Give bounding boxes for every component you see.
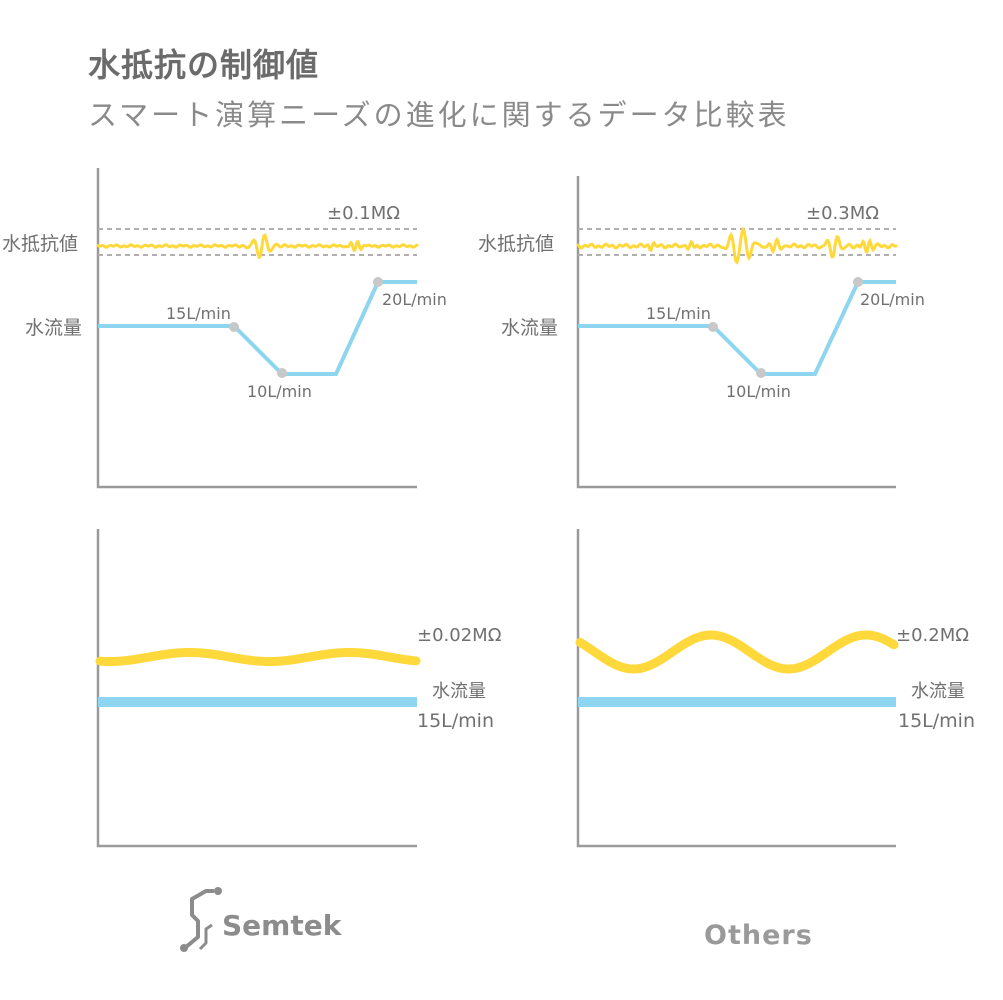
axis-lines xyxy=(96,529,417,848)
flow-label-15: 15L/min xyxy=(646,304,711,323)
flow-label-10: 10L/min xyxy=(247,382,312,401)
tolerance-label: ±0.3MΩ xyxy=(806,203,879,224)
others-label: Others xyxy=(704,920,813,951)
flow-marker-10 xyxy=(277,368,287,378)
tolerance-label: ±0.2MΩ xyxy=(896,625,969,646)
flow-label: 水流量 xyxy=(911,681,965,702)
flow-label-20: 20L/min xyxy=(860,290,925,309)
chart-panel-semtek-bottom: ±0.02MΩ 水流量 15L/min xyxy=(95,529,502,848)
flow-value: 15L/min xyxy=(898,710,975,732)
page-title: 水抵抗の制御値 xyxy=(88,46,320,84)
resistance-axis-label: 水抵抗値 xyxy=(478,233,554,255)
chart-panel-others-top: 水抵抗値 水流量 ±0.3MΩ 15L/min 10L/min 20L/min xyxy=(478,176,925,489)
semtek-brand-name: Semtek xyxy=(222,909,342,942)
resistance-line xyxy=(96,233,419,260)
tolerance-label: ±0.1MΩ xyxy=(327,203,400,224)
tolerance-label: ±0.02MΩ xyxy=(417,625,502,646)
resistance-line xyxy=(576,226,898,265)
flow-marker-20 xyxy=(853,277,863,287)
axis-lines xyxy=(96,168,417,489)
flow-marker-15 xyxy=(229,322,239,332)
flow-axis-label: 水流量 xyxy=(25,317,82,339)
resistance-line xyxy=(575,630,899,674)
semtek-logo-icon xyxy=(180,887,222,952)
flow-label-20: 20L/min xyxy=(382,290,447,309)
flow-marker-20 xyxy=(373,277,383,287)
flow-marker-15 xyxy=(708,322,718,332)
flow-line xyxy=(98,280,417,376)
flow-line xyxy=(578,280,896,376)
axis-lines xyxy=(576,529,896,848)
resistance-axis-label: 水抵抗値 xyxy=(2,233,78,255)
flow-label-10: 10L/min xyxy=(726,382,791,401)
axis-lines xyxy=(576,176,896,489)
flow-axis-label: 水流量 xyxy=(501,317,558,339)
flow-marker-10 xyxy=(756,368,766,378)
chart-panel-others-bottom: ±0.2MΩ 水流量 15L/min xyxy=(575,529,975,848)
flow-label: 水流量 xyxy=(432,681,486,702)
page-subtitle: スマート演算ニーズの進化に関するデータ比較表 xyxy=(88,98,790,132)
chart-panel-semtek-top: 水抵抗値 水流量 ±0.1MΩ 15L/min 10L/min 20L/min xyxy=(2,168,447,489)
flow-label-15: 15L/min xyxy=(166,304,231,323)
flow-value: 15L/min xyxy=(417,710,494,732)
resistance-line xyxy=(95,647,421,667)
